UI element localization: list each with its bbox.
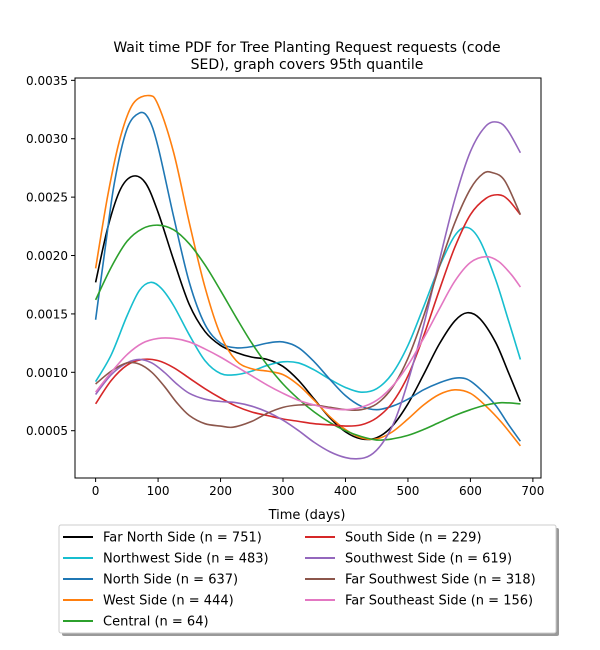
series-line-8	[94, 255, 522, 411]
x-tick-label: 200	[209, 484, 232, 498]
x-tick-label: 400	[334, 484, 357, 498]
x-tick-label: 700	[521, 484, 544, 498]
x-tick-label: 0	[92, 484, 100, 498]
x-tick-label: 300	[272, 484, 295, 498]
legend-label: Far North Side (n = 751)	[103, 531, 262, 546]
chart-title-line1: Wait time PDF for Tree Planting Request …	[113, 40, 500, 56]
series-line-0	[94, 175, 522, 441]
legend-label: Far Southwest Side (n = 318)	[345, 573, 536, 588]
x-tick-label: 600	[459, 484, 482, 498]
y-tick-label: 0.0035	[26, 74, 68, 88]
y-axis-ticks: 0.0005 0.0010 0.0015 0.0020 0.0025 0.0030 0.00…	[26, 74, 75, 438]
x-axis-label: Time (days)	[268, 508, 346, 523]
series-lines	[94, 94, 522, 460]
series-line-7	[95, 170, 522, 429]
chart-title-line2: SED), graph covers 95th quantile	[191, 57, 424, 73]
series-line-5	[94, 193, 522, 427]
series-line-3	[94, 94, 522, 447]
legend-label: North Side (n = 637)	[103, 573, 238, 588]
plot-frame	[74, 77, 542, 479]
x-tick-label: 500	[396, 484, 419, 498]
legend-label: Far Southeast Side (n = 156)	[345, 594, 533, 609]
y-tick-label: 0.0015	[26, 307, 68, 321]
series-line-2	[94, 111, 522, 442]
y-tick-label: 0.0010	[26, 366, 68, 380]
x-tick-label: 100	[147, 484, 170, 498]
y-tick-label: 0.0005	[26, 424, 68, 438]
series-line-4	[94, 224, 521, 441]
y-tick-label: 0.0025	[26, 191, 68, 205]
y-tick-label: 0.0030	[26, 132, 68, 146]
legend-label: South Side (n = 229)	[345, 531, 482, 546]
x-axis-ticks: 0 100 200 300 400 500 600 700	[92, 478, 544, 498]
series-line-1	[94, 226, 522, 393]
y-tick-label: 0.0020	[26, 249, 68, 263]
legend-label: West Side (n = 444)	[103, 594, 234, 609]
legend: Far North Side (n = 751) Northwest Side (…	[58, 524, 559, 636]
series-line-6	[94, 121, 522, 460]
legend-label: Northwest Side (n = 483)	[103, 552, 269, 567]
legend-label: Central (n = 64)	[103, 615, 209, 630]
legend-label: Southwest Side (n = 619)	[345, 552, 512, 567]
